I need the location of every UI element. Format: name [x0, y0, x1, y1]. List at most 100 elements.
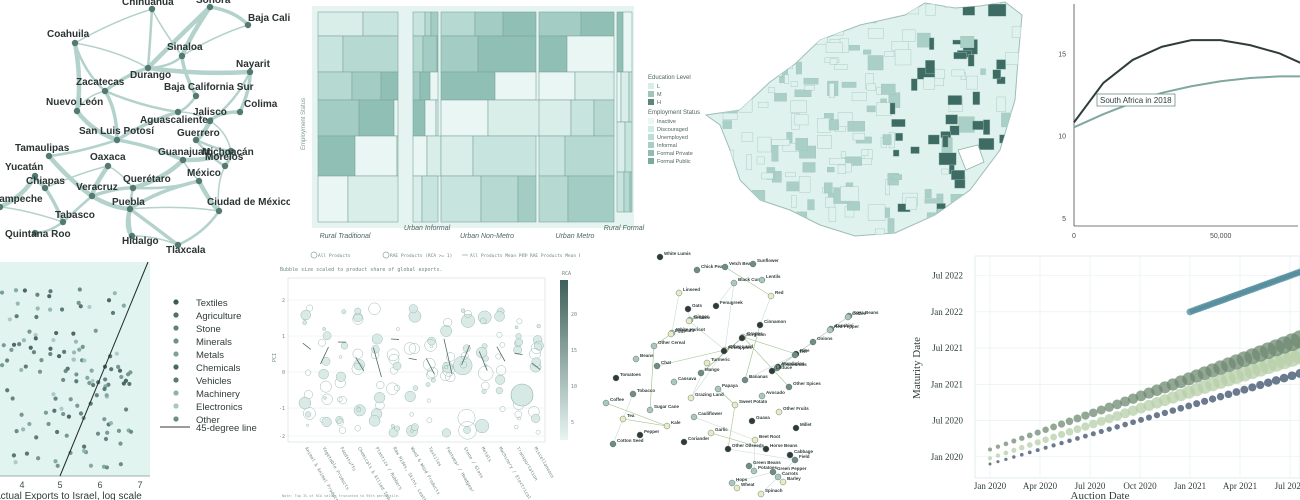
legend-marker	[173, 351, 179, 357]
annotation-box	[1096, 93, 1176, 107]
district	[807, 199, 815, 211]
district	[829, 58, 838, 65]
data-point	[127, 381, 132, 387]
bubble	[514, 410, 523, 419]
bubble	[426, 370, 435, 380]
state-node	[45, 152, 53, 160]
district	[942, 135, 949, 148]
network-edge	[177, 210, 221, 247]
data-point	[1003, 441, 1009, 447]
legend-label: RAE Products (RCA >= 1)	[390, 253, 452, 259]
data-point	[27, 421, 32, 427]
mean-line	[478, 351, 488, 371]
product-label: Mango	[705, 367, 720, 372]
district	[866, 105, 876, 113]
bubble	[341, 309, 347, 315]
bubble	[517, 416, 521, 421]
bubble	[352, 313, 364, 325]
product-node	[748, 417, 756, 425]
data-point	[62, 349, 67, 354]
product-label: Other Spices	[793, 381, 821, 386]
bubble	[302, 320, 307, 325]
district	[917, 32, 931, 48]
legend-swatch	[648, 134, 654, 140]
state-label: Campeche	[0, 194, 43, 205]
district	[847, 201, 860, 211]
district	[902, 29, 916, 42]
data-point	[1089, 408, 1098, 418]
treemap-cell	[574, 71, 615, 101]
bubble	[386, 348, 400, 362]
district	[736, 212, 751, 224]
district	[1024, 224, 1034, 236]
district	[925, 59, 935, 75]
product-label: Green Beans	[753, 460, 781, 465]
data-point	[51, 337, 56, 343]
bubble	[319, 380, 332, 393]
bubble	[404, 390, 416, 402]
treemap-cell	[317, 35, 344, 73]
treemap-cell	[580, 11, 615, 37]
product-node	[768, 367, 776, 375]
bubble	[306, 423, 310, 427]
legend-label: Agriculture	[196, 311, 241, 322]
bubble	[495, 353, 502, 360]
district	[981, 189, 991, 203]
treemap-cell	[440, 35, 479, 73]
data-point	[1090, 431, 1096, 437]
product-node	[670, 378, 678, 386]
data-point	[104, 465, 110, 470]
data-point	[61, 411, 66, 417]
network-edge	[44, 165, 109, 189]
treemap-cell	[593, 99, 615, 137]
district	[776, 61, 782, 73]
auction-scatter-panel: Jan 2020 Apr 2020 Jul 2020 Oct 2020 Jan 2021…	[900, 248, 1300, 500]
x-axis-label: Auction Date	[1071, 490, 1130, 500]
network-edge	[146, 5, 212, 70]
product-label: Coriander	[688, 436, 710, 441]
network-edge	[103, 90, 119, 141]
district	[882, 134, 892, 145]
district	[828, 206, 837, 222]
treemap-cell	[616, 71, 622, 123]
data-point	[1051, 443, 1056, 448]
exports-scatter-panel: 4 5 6 7 Actual Exports to Israel, log scale T…	[0, 258, 270, 500]
data-point	[1106, 426, 1112, 432]
bubble	[403, 342, 417, 355]
bubble	[318, 368, 329, 380]
bubble	[514, 325, 519, 330]
product-node	[612, 374, 620, 382]
district	[891, 119, 906, 128]
district	[923, 77, 936, 90]
treemap-cell	[538, 175, 569, 223]
y-tick-label: 15	[1058, 51, 1066, 58]
data-point	[1004, 457, 1008, 462]
district	[804, 84, 815, 91]
state-label: Puebla	[112, 197, 145, 208]
state-node	[178, 52, 186, 60]
data-point	[53, 459, 58, 464]
district	[876, 102, 892, 116]
district	[716, 198, 727, 210]
product-label: Other Oilseeds	[732, 443, 765, 448]
treemap-panel: Employment Status Rural Traditional Urban …	[290, 0, 700, 238]
district	[986, 225, 1004, 236]
product-label: Vetch Beans	[729, 261, 756, 266]
mean-line	[425, 358, 435, 375]
bubble	[408, 304, 418, 314]
data-point	[105, 430, 110, 435]
district	[722, 232, 740, 236]
product-label: Guava	[756, 415, 770, 420]
category-label: Wood & Wood Products	[409, 446, 441, 496]
data-point	[1019, 452, 1024, 457]
data-point	[1096, 416, 1106, 426]
data-point	[33, 333, 38, 338]
treemap-cell	[494, 71, 537, 101]
district	[706, 122, 712, 133]
district	[791, 195, 797, 208]
bubble	[337, 396, 343, 403]
product-label: Pineapples	[728, 345, 752, 350]
legend-swatch	[648, 150, 654, 156]
product-label: Sugar Cane	[654, 404, 680, 409]
bubble	[373, 392, 386, 404]
